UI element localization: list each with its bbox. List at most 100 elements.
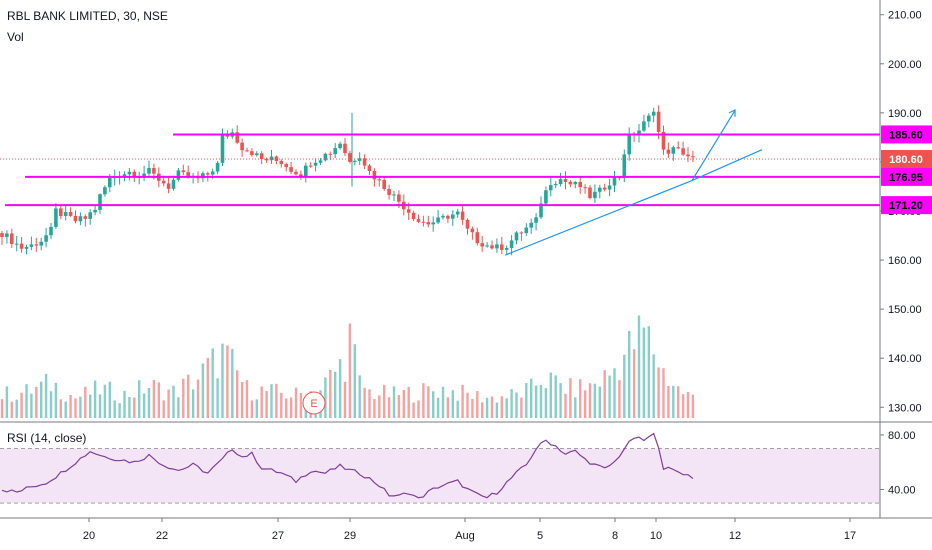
candle-body — [142, 173, 146, 177]
volume-bar — [177, 397, 180, 418]
volume-bar — [299, 392, 303, 418]
candle-body — [602, 187, 607, 190]
volume-bar — [387, 397, 391, 418]
volume-bar — [451, 390, 454, 418]
candle-body — [558, 179, 563, 185]
volume-bar — [628, 330, 631, 418]
volume-bar — [598, 386, 601, 418]
candle-body — [676, 147, 680, 149]
candle-body — [549, 185, 553, 191]
candle-body — [304, 165, 308, 178]
candle-body — [338, 143, 342, 149]
volume-bar — [373, 398, 376, 418]
candle-body — [411, 212, 416, 220]
volume-bar — [294, 387, 298, 418]
price-label-box — [881, 125, 932, 144]
candle-body — [93, 209, 97, 213]
candle-body — [73, 215, 78, 222]
candle-body — [573, 181, 578, 185]
volume-bar — [588, 383, 592, 418]
volume-bar — [334, 371, 337, 418]
candle-body — [612, 177, 617, 186]
candle-body — [651, 111, 656, 116]
candle-body — [421, 221, 426, 223]
volume-bar — [456, 400, 459, 418]
volume-bar — [201, 363, 205, 418]
volume-bar — [642, 327, 646, 418]
candle-body — [534, 217, 538, 223]
candle-body — [259, 153, 264, 160]
candle-body — [671, 147, 676, 154]
volume-bar — [152, 380, 156, 418]
candle-body — [10, 233, 14, 244]
x-tick-label: 20 — [83, 530, 95, 542]
candle-body — [308, 165, 313, 167]
volume-bar — [593, 383, 597, 418]
candle-body — [568, 181, 573, 185]
volume-bar — [157, 382, 160, 418]
volume-bar — [525, 383, 528, 418]
candle-body — [14, 243, 19, 245]
candle-body — [44, 235, 48, 242]
volume-bar — [280, 392, 283, 418]
volume-bar — [216, 378, 219, 418]
volume-bar — [196, 379, 200, 418]
chart-title: RBL BANK LIMITED, 30, NSE — [7, 9, 168, 23]
candle-body — [490, 245, 494, 249]
volume-bar — [378, 395, 381, 418]
volume-bar — [255, 399, 258, 418]
volume-bar — [554, 375, 557, 418]
candle-body — [0, 233, 4, 238]
volume-bar — [652, 354, 655, 418]
candle-body — [509, 240, 514, 248]
volume-bar — [348, 323, 352, 418]
candle-body — [504, 247, 509, 250]
volume-bar — [485, 397, 489, 418]
candle-body — [455, 211, 460, 215]
candle-body — [529, 222, 533, 228]
volume-bar — [677, 386, 680, 418]
candle-body — [39, 241, 43, 246]
volume-bar — [128, 396, 131, 418]
volume-bar — [289, 397, 293, 418]
volume-bar — [59, 399, 62, 418]
y-tick-label: 160.00 — [888, 255, 922, 267]
volume-bar — [35, 386, 38, 418]
candle-body — [220, 135, 225, 163]
volume-bar — [623, 354, 626, 418]
volume-bar — [637, 315, 641, 418]
candle-body — [210, 171, 215, 175]
volume-bar — [368, 389, 371, 418]
volume-bar — [579, 379, 582, 418]
candle-body — [279, 160, 284, 165]
volume-bar — [613, 368, 616, 418]
candle-body — [406, 209, 411, 213]
candle-body — [563, 179, 568, 182]
volume-bar — [412, 402, 415, 418]
rsi-tick-label: 40.00 — [888, 484, 916, 496]
volume-bar — [358, 375, 361, 418]
candle-body — [240, 142, 244, 151]
price-label: 185.60 — [889, 129, 923, 141]
x-tick-label: 27 — [272, 530, 284, 542]
volume-bar — [138, 380, 141, 418]
candle-body — [54, 208, 58, 227]
volume-bar — [490, 396, 494, 418]
volume-bar — [510, 389, 513, 418]
volume-bar — [0, 399, 4, 418]
volume-bar — [481, 402, 484, 418]
candle-body — [642, 121, 646, 131]
candle-body — [485, 245, 489, 247]
volume-bar — [564, 393, 567, 418]
trend-line — [691, 149, 763, 182]
price-label: 180.60 — [889, 154, 923, 166]
volume-bar — [657, 367, 660, 418]
volume-bar — [500, 396, 503, 418]
volume-label: Vol — [7, 30, 24, 44]
price-label-box — [881, 196, 932, 215]
candle-body — [372, 170, 377, 180]
volume-bar — [686, 391, 690, 418]
candle-body — [147, 167, 151, 174]
candle-body — [206, 173, 210, 175]
